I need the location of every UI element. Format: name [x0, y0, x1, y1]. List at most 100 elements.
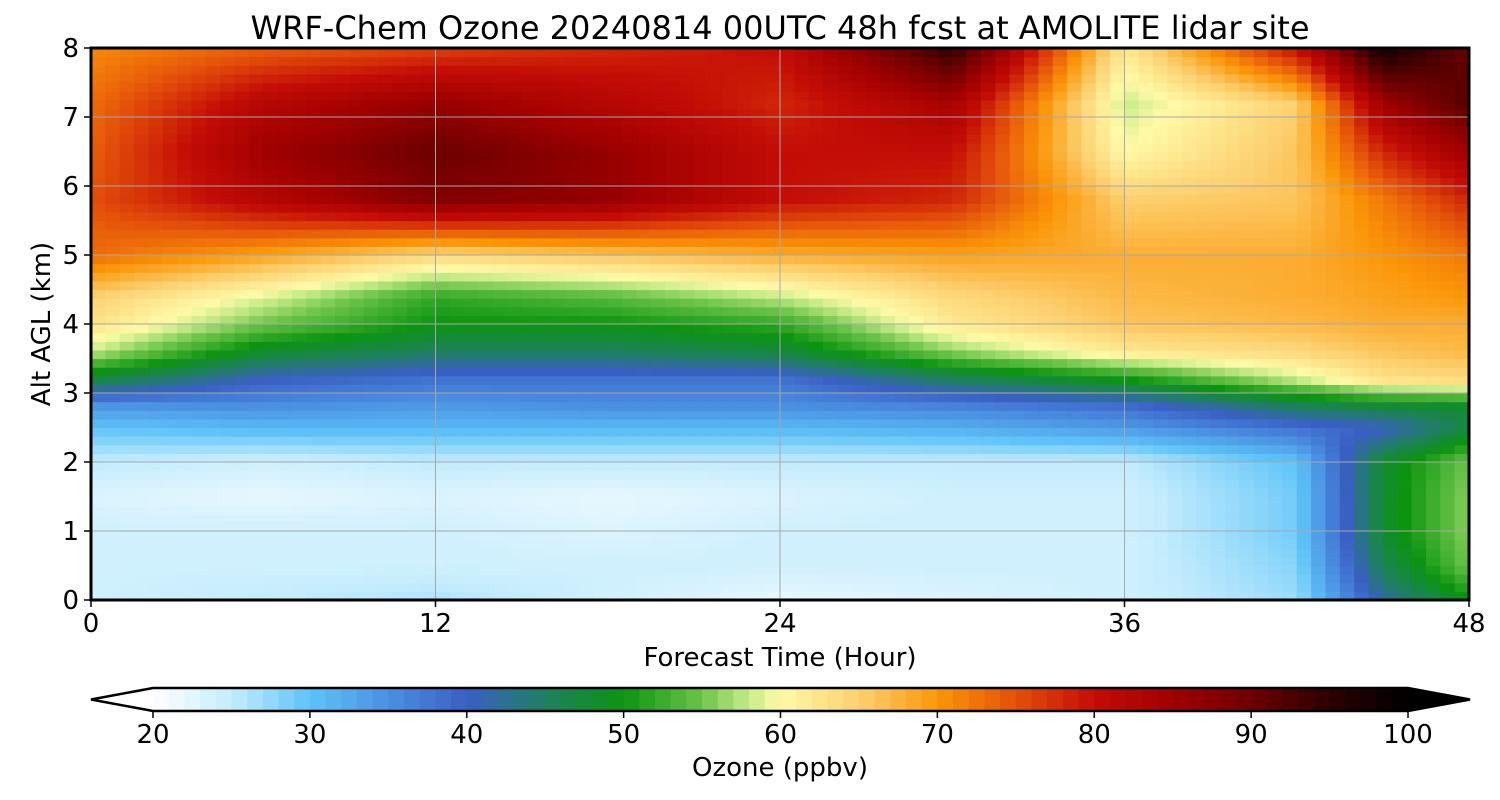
heatmap-cell	[1181, 565, 1197, 575]
heatmap-cell	[1296, 272, 1312, 282]
heatmap-cell	[220, 582, 236, 592]
heatmap-cell	[234, 255, 250, 265]
heatmap-cell	[909, 462, 925, 472]
heatmap-cell	[162, 298, 178, 308]
heatmap-cell	[105, 444, 121, 454]
heatmap-cell	[277, 565, 293, 575]
heatmap-cell	[1095, 393, 1111, 403]
heatmap-cell	[191, 186, 207, 196]
heatmap-cell	[406, 272, 422, 282]
heatmap-cell	[449, 272, 465, 282]
heatmap-cell	[1138, 496, 1154, 506]
heatmap-cell	[909, 332, 925, 342]
heatmap-cell	[507, 306, 523, 316]
heatmap-cell	[622, 349, 638, 360]
heatmap-cell	[1411, 177, 1427, 187]
heatmap-cell	[1167, 263, 1183, 273]
heatmap-cell	[1397, 298, 1413, 308]
heatmap-cell	[1440, 289, 1456, 299]
heatmap-cell	[765, 418, 781, 429]
heatmap-cell	[851, 177, 867, 187]
heatmap-cell	[1181, 591, 1197, 600]
heatmap-cell	[894, 324, 910, 334]
heatmap-cell	[177, 229, 193, 239]
heatmap-cell	[607, 194, 623, 204]
heatmap-cell	[607, 384, 623, 394]
heatmap-cell	[1454, 168, 1469, 178]
heatmap-cell	[535, 384, 551, 394]
heatmap-cell	[1268, 548, 1283, 558]
heatmap-cell	[679, 349, 695, 360]
heatmap-cell	[736, 332, 752, 342]
heatmap-cell	[679, 565, 695, 575]
heatmap-cell	[105, 177, 121, 187]
heatmap-cell	[665, 444, 681, 454]
heatmap-cell	[1181, 306, 1197, 316]
heatmap-cell	[765, 211, 781, 222]
heatmap-cell	[952, 505, 968, 515]
heatmap-cell	[392, 531, 408, 541]
heatmap-cell	[708, 462, 724, 472]
heatmap-cell	[564, 479, 580, 489]
heatmap-cell	[378, 582, 394, 592]
heatmap-cell	[248, 574, 264, 584]
heatmap-cell	[1339, 211, 1355, 222]
heatmap-cell	[765, 237, 781, 247]
heatmap-cell	[277, 280, 293, 291]
heatmap-cell	[1382, 548, 1398, 558]
heatmap-cell	[105, 289, 121, 299]
heatmap-cell	[1181, 375, 1197, 385]
heatmap-cell	[693, 531, 709, 541]
heatmap-cell	[277, 220, 293, 230]
heatmap-cell	[464, 444, 480, 454]
heatmap-cell	[492, 315, 508, 325]
heatmap-cell	[1167, 556, 1183, 567]
heatmap-cell	[248, 487, 264, 498]
heatmap-cell	[335, 367, 350, 377]
heatmap-cell	[205, 410, 221, 420]
heatmap-cell	[1124, 444, 1140, 454]
heatmap-cell	[780, 505, 795, 515]
heatmap-cell	[751, 393, 767, 403]
heatmap-cell	[808, 280, 824, 291]
heatmap-cell	[722, 186, 738, 196]
heatmap-cell	[464, 349, 480, 360]
heatmap-cell	[808, 151, 824, 161]
heatmap-cell	[1354, 168, 1370, 178]
heatmap-cell	[277, 531, 293, 541]
heatmap-cell	[593, 410, 609, 420]
heatmap-cell	[880, 341, 896, 351]
heatmap-cell	[823, 522, 839, 532]
heatmap-cell	[952, 410, 968, 420]
heatmap-cell	[808, 229, 824, 239]
heatmap-cell	[794, 522, 810, 532]
heatmap-cell	[535, 487, 551, 498]
heatmap-cell	[593, 211, 609, 222]
heatmap-cell	[421, 513, 437, 523]
heatmap-cell	[234, 263, 250, 273]
heatmap-cell	[406, 358, 422, 368]
heatmap-cell	[650, 393, 666, 403]
heatmap-cell	[220, 401, 236, 411]
heatmap-cell	[952, 444, 968, 454]
heatmap-cell	[1239, 315, 1255, 325]
heatmap-cell	[105, 453, 121, 463]
heatmap-cell	[1368, 272, 1384, 282]
heatmap-cell	[478, 194, 494, 204]
heatmap-cell	[191, 462, 207, 472]
heatmap-cell	[435, 505, 451, 515]
heatmap-cell	[823, 306, 839, 316]
heatmap-cell	[1382, 531, 1398, 541]
heatmap-cell	[492, 367, 508, 377]
heatmap-cell	[392, 462, 408, 472]
heatmap-cell	[1397, 151, 1413, 161]
heatmap-cell	[823, 263, 839, 273]
heatmap-cell	[693, 513, 709, 523]
heatmap-cell	[148, 479, 164, 489]
heatmap-cell	[708, 349, 724, 360]
heatmap-cell	[191, 255, 207, 265]
heatmap-cell	[564, 470, 580, 480]
heatmap-cell	[1239, 427, 1255, 437]
heatmap-cell	[880, 513, 896, 523]
heatmap-cell	[593, 349, 609, 360]
